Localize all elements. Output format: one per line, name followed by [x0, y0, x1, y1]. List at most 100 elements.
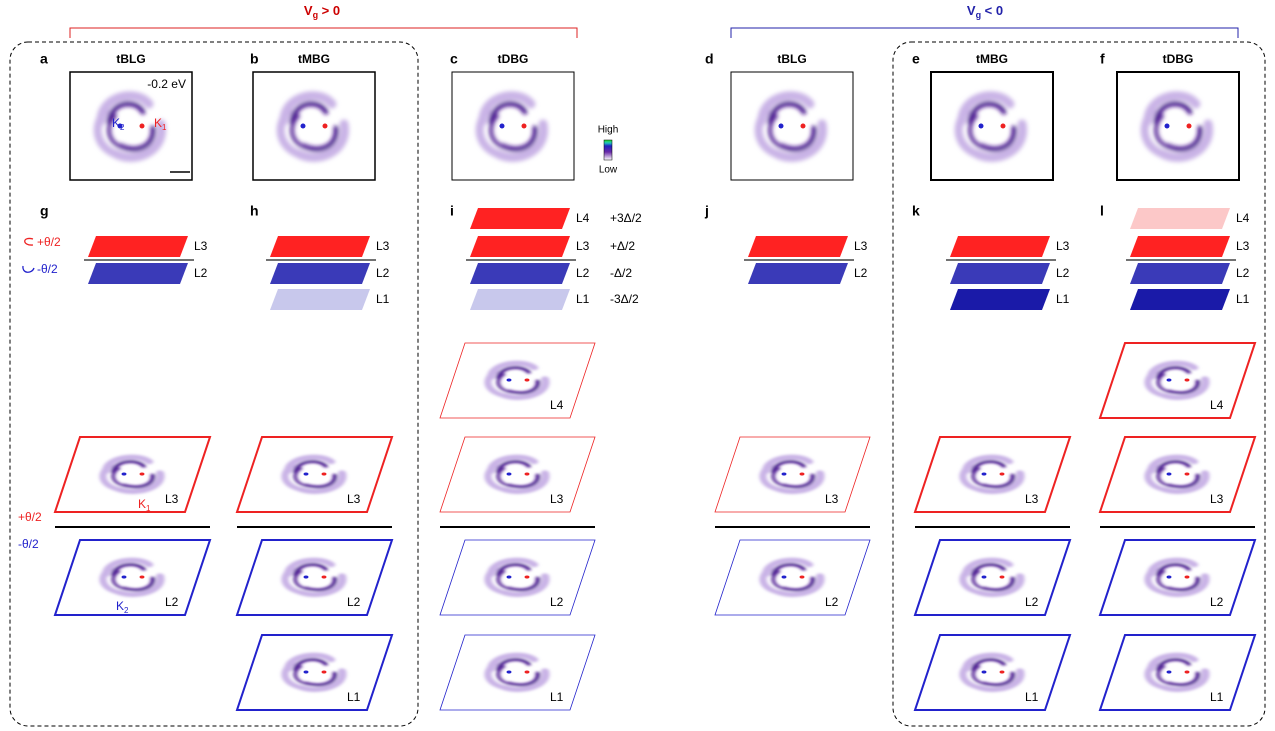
k1-dot	[321, 575, 327, 579]
ldos-image	[759, 96, 823, 158]
k1-dot	[524, 378, 530, 382]
k1-dot	[524, 575, 530, 579]
panel-letter: k	[912, 203, 920, 219]
layer-label: L1	[1236, 292, 1250, 306]
panel-letter: h	[250, 203, 259, 219]
image-frame	[930, 71, 1054, 181]
panel-title: tBLG	[777, 52, 806, 66]
image-frame	[69, 71, 193, 181]
k2-dot	[781, 472, 787, 476]
k1-dot	[1000, 123, 1006, 129]
layer-slab	[950, 289, 1050, 310]
k2-dot	[1166, 472, 1172, 476]
layer-frame	[913, 634, 1072, 711]
layer-label: L3	[1056, 239, 1070, 253]
layer-slab	[270, 289, 370, 310]
ldos-image	[285, 655, 342, 689]
layer-slab	[950, 263, 1050, 284]
layer-slab	[470, 289, 570, 310]
ldos-image	[1148, 560, 1205, 594]
k1-dot	[521, 123, 527, 129]
image-frame	[451, 71, 575, 181]
k2-dot	[499, 123, 505, 129]
k1-dot	[321, 670, 327, 674]
layer-label: L3	[1210, 492, 1224, 506]
ldos-image	[488, 457, 545, 491]
layer-frame	[235, 539, 394, 616]
k1-dot	[1184, 378, 1190, 382]
layer-label: L2	[576, 266, 590, 280]
ldos-image	[1148, 457, 1205, 491]
k1-dot	[1186, 123, 1192, 129]
k-sub: 1	[146, 504, 151, 513]
k2-dot	[978, 123, 984, 129]
layer-slab	[950, 236, 1050, 257]
ldos-image	[281, 96, 345, 158]
layer-frame	[913, 539, 1072, 616]
k-main: K	[154, 116, 162, 130]
k2-dot	[1166, 670, 1172, 674]
k2-dot	[300, 123, 306, 129]
layer-label: L1	[1025, 690, 1039, 704]
k1-dot	[524, 472, 530, 476]
layer-label: L4	[1236, 211, 1250, 225]
layer-frame	[1098, 539, 1257, 616]
k-label: K2	[116, 599, 129, 615]
subscript: g	[313, 10, 319, 20]
ldos-image	[763, 560, 820, 594]
twist-plus: +θ/2	[18, 510, 42, 524]
subscript: g	[976, 10, 982, 20]
layer-label: L3	[1236, 239, 1250, 253]
k-sub: 2	[120, 123, 125, 132]
k1-dot	[1184, 472, 1190, 476]
ldos-image	[1148, 363, 1205, 397]
k1-dot	[139, 123, 145, 129]
bracket-left	[69, 27, 578, 38]
relation: > 0	[318, 3, 340, 18]
k1-dot	[322, 123, 328, 129]
k1-dot	[139, 575, 145, 579]
layer-label: L2	[854, 266, 868, 280]
layer-label: L1	[576, 292, 590, 306]
layer-label: L2	[1210, 595, 1224, 609]
ldos-image	[480, 96, 544, 158]
k2-dot	[1166, 575, 1172, 579]
k-sub: 2	[124, 606, 129, 615]
energy-label: -0.2 eV	[147, 77, 186, 91]
k1-dot	[999, 575, 1005, 579]
panel-letter: b	[250, 51, 259, 67]
k1-dot	[799, 472, 805, 476]
panel-letter: f	[1100, 51, 1105, 67]
panel-title: tDBG	[498, 52, 529, 66]
layer-slab	[470, 263, 570, 284]
layer-energy: +Δ/2	[610, 239, 635, 253]
panel-letter: e	[912, 51, 920, 67]
layer-slab	[470, 208, 570, 229]
symbol: V	[304, 3, 313, 18]
k1-dot	[1184, 575, 1190, 579]
layer-slab	[88, 263, 188, 284]
layer-frame	[53, 539, 212, 616]
layer-slab	[270, 236, 370, 257]
k2-dot	[506, 670, 512, 674]
layer-label: L3	[376, 239, 390, 253]
layer-slab	[1130, 236, 1230, 257]
layer-energy: -3Δ/2	[610, 292, 639, 306]
layer-frame	[439, 634, 596, 711]
panel-letter: l	[1100, 203, 1104, 219]
twist-minus: -θ/2	[18, 537, 39, 551]
rotation-arrow	[24, 237, 34, 246]
ldos-image	[285, 457, 342, 491]
header-left: Vg > 0	[304, 3, 340, 20]
panel-title: tMBG	[298, 52, 330, 66]
layer-label: L2	[550, 595, 564, 609]
panel-letter: a	[40, 51, 48, 67]
k2-dot	[981, 670, 987, 674]
layer-label: L3	[854, 239, 868, 253]
panel-title: tMBG	[976, 52, 1008, 66]
layer-label: L3	[165, 492, 179, 506]
k2-dot	[981, 575, 987, 579]
k2-dot	[506, 378, 512, 382]
ldos-image	[488, 655, 545, 689]
